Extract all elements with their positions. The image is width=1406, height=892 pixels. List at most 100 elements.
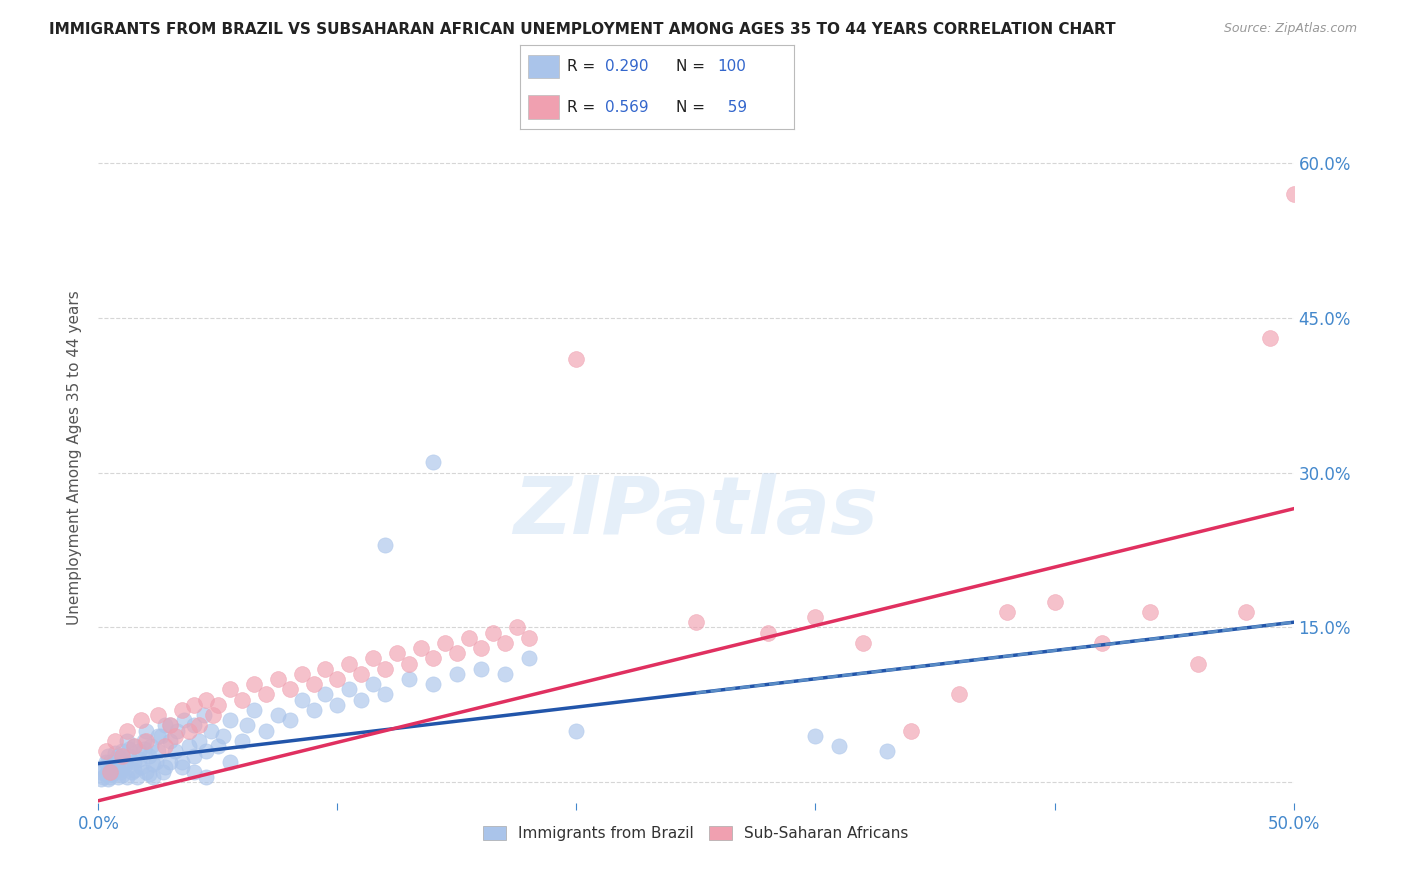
- Point: [207, 739, 229, 753]
- Point: [118, 742, 141, 756]
- Point: [138, 749, 160, 764]
- Point: [326, 698, 349, 712]
- Point: [148, 744, 170, 758]
- Point: [108, 752, 131, 766]
- Point: [267, 672, 290, 686]
- Point: [326, 672, 349, 686]
- Point: [159, 718, 181, 732]
- Point: [804, 610, 827, 624]
- Point: [183, 718, 205, 732]
- Point: [219, 755, 242, 769]
- Point: [104, 760, 127, 774]
- Point: [159, 734, 181, 748]
- Point: [411, 640, 433, 655]
- Point: [235, 718, 257, 732]
- Point: [494, 666, 516, 681]
- Point: [219, 713, 242, 727]
- Point: [111, 760, 134, 774]
- Text: ZIPatlas: ZIPatlas: [513, 474, 879, 551]
- Point: [104, 746, 127, 760]
- Point: [1234, 605, 1257, 619]
- Point: [350, 692, 373, 706]
- Text: 100: 100: [717, 59, 747, 74]
- Point: [128, 744, 150, 758]
- Point: [124, 739, 146, 753]
- Point: [481, 625, 505, 640]
- Point: [98, 770, 122, 784]
- Point: [125, 770, 148, 784]
- Point: [302, 677, 325, 691]
- Point: [145, 755, 167, 769]
- Point: [291, 692, 314, 706]
- Bar: [529, 95, 558, 120]
- Point: [148, 729, 170, 743]
- Text: IMMIGRANTS FROM BRAZIL VS SUBSAHARAN AFRICAN UNEMPLOYMENT AMONG AGES 35 TO 44 YE: IMMIGRANTS FROM BRAZIL VS SUBSAHARAN AFR…: [49, 22, 1116, 37]
- Point: [159, 718, 181, 732]
- Point: [470, 640, 492, 655]
- Point: [98, 764, 122, 779]
- Point: [1139, 605, 1161, 619]
- Point: [363, 677, 385, 691]
- Point: [398, 657, 420, 671]
- Point: [148, 708, 170, 723]
- Point: [195, 744, 218, 758]
- Point: [91, 760, 114, 774]
- Point: [315, 688, 337, 702]
- Point: [135, 734, 157, 748]
- Point: [115, 770, 138, 784]
- Point: [155, 718, 177, 732]
- Point: [434, 636, 457, 650]
- Point: [1091, 636, 1114, 650]
- Point: [163, 744, 186, 758]
- Point: [339, 682, 361, 697]
- Point: [291, 666, 314, 681]
- Point: [90, 772, 112, 786]
- Point: [94, 755, 117, 769]
- Point: [187, 718, 209, 732]
- Point: [374, 538, 396, 552]
- Point: [1258, 331, 1281, 345]
- Point: [374, 688, 396, 702]
- Text: 0.290: 0.290: [605, 59, 648, 74]
- Point: [183, 749, 205, 764]
- Point: [131, 760, 153, 774]
- Point: [458, 631, 481, 645]
- Point: [995, 605, 1018, 619]
- Point: [278, 713, 301, 727]
- Point: [202, 708, 225, 723]
- Text: Source: ZipAtlas.com: Source: ZipAtlas.com: [1223, 22, 1357, 36]
- Text: N =: N =: [676, 100, 710, 115]
- Point: [131, 713, 153, 727]
- Point: [98, 767, 122, 781]
- Text: R =: R =: [567, 59, 600, 74]
- Point: [132, 742, 155, 756]
- Point: [422, 651, 444, 665]
- Point: [756, 625, 779, 640]
- Point: [179, 739, 201, 753]
- Point: [254, 723, 277, 738]
- Point: [107, 763, 129, 777]
- Point: [243, 703, 266, 717]
- Point: [446, 666, 468, 681]
- Point: [159, 755, 181, 769]
- Point: [243, 677, 266, 691]
- Point: [135, 723, 157, 738]
- Point: [124, 763, 146, 777]
- Point: [254, 688, 277, 702]
- Point: [94, 767, 117, 781]
- Point: [142, 756, 165, 771]
- Point: [339, 657, 361, 671]
- Point: [398, 672, 420, 686]
- Point: [374, 662, 396, 676]
- Point: [97, 749, 120, 764]
- Point: [195, 770, 218, 784]
- Point: [155, 739, 177, 753]
- Point: [231, 692, 253, 706]
- Point: [138, 767, 160, 781]
- Point: [111, 768, 134, 782]
- Point: [124, 755, 146, 769]
- Point: [278, 682, 301, 697]
- Point: [90, 764, 112, 779]
- Point: [111, 744, 134, 758]
- Point: [183, 764, 205, 779]
